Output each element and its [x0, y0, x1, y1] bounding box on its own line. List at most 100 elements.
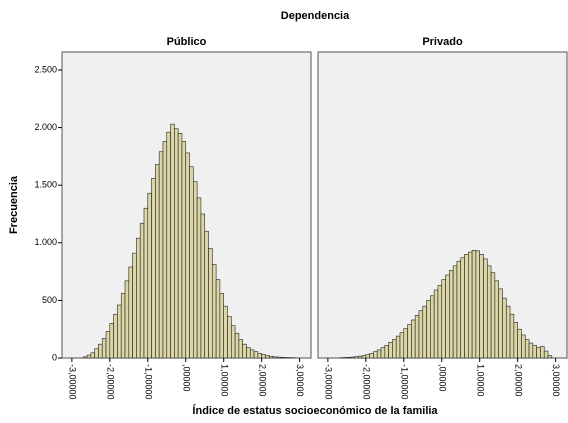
bar: [376, 349, 382, 359]
bar: [82, 356, 88, 359]
x-tick-label: ,00000: [437, 364, 447, 392]
bar: [181, 141, 187, 359]
y-axis-label: Frecuencia: [8, 175, 20, 234]
bar: [452, 265, 458, 359]
bar: [268, 355, 274, 359]
bar: [177, 133, 183, 359]
bar: [261, 354, 266, 359]
bar: [109, 323, 114, 359]
bar: [433, 289, 439, 359]
bar: [117, 304, 122, 359]
bar: [98, 343, 103, 359]
bar: [494, 280, 499, 359]
bar: [212, 264, 217, 359]
x-tick-label: -2,00000: [361, 364, 371, 400]
bar: [486, 265, 492, 359]
x-tick-label: -1,00000: [143, 364, 153, 400]
bar: [380, 347, 386, 359]
bar: [242, 343, 247, 359]
chart-title: Dependencia: [281, 10, 350, 22]
x-tick-label: -2,00000: [105, 364, 115, 400]
bar: [411, 319, 416, 359]
bar: [238, 339, 243, 359]
x-axis-label: Índice de estatus socioeconómico de la f…: [192, 404, 438, 417]
bar: [155, 164, 160, 359]
bar: [128, 266, 133, 359]
x-tick-label: 3,00000: [295, 364, 305, 397]
bar: [223, 305, 228, 359]
bar: [547, 355, 553, 359]
bar: [246, 347, 251, 359]
bar: [422, 305, 427, 359]
bar: [200, 213, 206, 359]
bar: [430, 295, 435, 359]
y-tick-label: 1.000: [34, 237, 57, 247]
bar: [139, 222, 145, 359]
bar: [94, 348, 99, 359]
bar: [505, 305, 511, 359]
bar: [365, 354, 370, 359]
bar: [230, 325, 236, 359]
bar: [540, 346, 545, 359]
panel-title: Público: [167, 36, 207, 48]
y-tick-label: 1.500: [34, 180, 57, 190]
bar: [193, 181, 198, 359]
bar: [204, 230, 209, 359]
y-tick-label: 2.500: [34, 64, 57, 74]
bar: [475, 250, 480, 359]
x-tick-label: 1,00000: [475, 364, 485, 397]
bar: [403, 328, 408, 359]
bar: [509, 313, 515, 359]
bar: [276, 356, 281, 359]
bar: [357, 355, 363, 359]
bar: [471, 249, 477, 359]
bar: [272, 356, 278, 359]
bar: [174, 128, 179, 359]
bar: [460, 257, 465, 359]
bar: [249, 349, 255, 359]
bar: [208, 248, 213, 359]
bar: [185, 152, 190, 359]
bar: [521, 334, 526, 359]
bar: [532, 345, 537, 359]
bar: [147, 192, 152, 359]
bar: [257, 353, 262, 359]
bar: [215, 279, 221, 359]
bar: [346, 357, 351, 359]
bar: [524, 339, 530, 359]
x-tick-label: -3,00000: [323, 364, 333, 400]
x-tick-label: 2,00000: [513, 364, 523, 397]
x-tick-label: 2,00000: [257, 364, 267, 397]
x-tick-label: -3,00000: [67, 364, 77, 400]
panel-title: Privado: [422, 36, 463, 48]
bar: [280, 357, 285, 359]
bar: [132, 252, 137, 359]
x-tick-label: ,00000: [181, 364, 191, 392]
bar: [219, 293, 224, 359]
bar: [517, 328, 522, 359]
x-tick-label: 1,00000: [219, 364, 229, 397]
bar: [498, 288, 503, 359]
bar: [265, 355, 270, 359]
bar: [395, 335, 401, 359]
bar: [449, 270, 454, 359]
bar: [399, 332, 405, 359]
bar: [528, 342, 534, 359]
bar: [513, 321, 518, 359]
bar: [426, 300, 431, 359]
y-tick-label: 0: [52, 352, 57, 362]
bar: [196, 197, 202, 359]
bar: [113, 313, 118, 359]
bar: [373, 351, 378, 359]
bar: [536, 347, 541, 359]
y-tick-label: 500: [42, 295, 57, 305]
bar: [162, 141, 168, 359]
bar: [543, 350, 549, 359]
bar: [90, 352, 95, 359]
bar: [384, 345, 389, 359]
y-tick-label: 2.000: [34, 122, 57, 132]
x-tick-label: -1,00000: [399, 364, 409, 400]
bar: [170, 123, 175, 359]
bar: [445, 274, 450, 359]
